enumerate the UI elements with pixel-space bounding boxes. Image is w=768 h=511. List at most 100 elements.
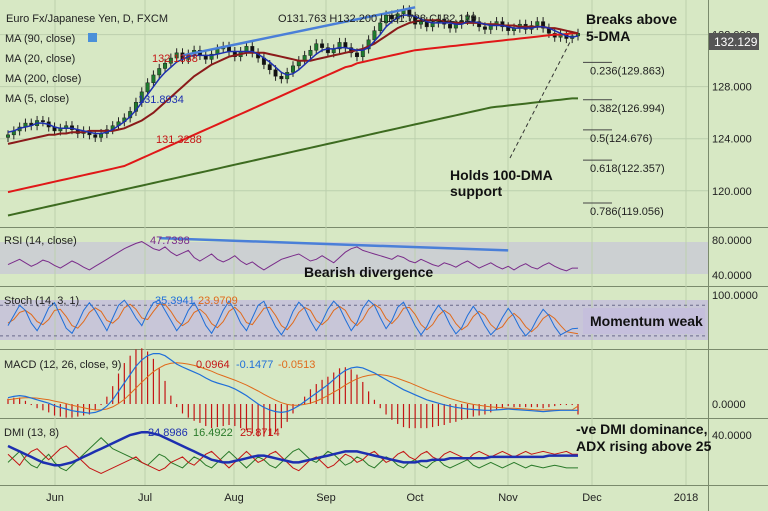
momentum-weak-box: [583, 308, 705, 334]
fib-level-label: 0.618(122.357): [590, 163, 665, 175]
stoch-d-line: [7, 303, 579, 335]
di-plus-line: [7, 437, 578, 472]
candle-body: [384, 14, 389, 24]
candle-body: [389, 14, 394, 20]
annotation-momentum: Momentum weak: [590, 313, 703, 329]
candle-body: [308, 49, 313, 56]
last-price-tag: [709, 33, 759, 50]
candle-body: [145, 82, 150, 93]
month-tick-label: Jul: [138, 492, 152, 504]
rsi-value: 47.7398: [150, 235, 190, 247]
annotation-dmi-1: -ve DMI dominance,: [576, 421, 707, 437]
legend-ma90: MA (90, close): [5, 33, 75, 45]
stoch-k-value: 35.3941: [155, 295, 195, 307]
legend-ma20: MA (20, close): [5, 53, 75, 65]
candle-body: [151, 74, 156, 84]
macd-signal-value: -0.0513: [278, 359, 315, 371]
month-tick-label: Jun: [46, 492, 64, 504]
annotation-breaks-1: Breaks above: [586, 11, 677, 27]
dmi-legend: DMI (13, 8): [4, 427, 59, 439]
macd-legend: MACD (12, 26, close, 9): [4, 359, 121, 371]
candle-body: [418, 21, 423, 25]
candle-body: [168, 57, 173, 64]
rsi-trendline: [159, 236, 509, 252]
moving-averages: [7, 14, 579, 217]
legend-ma200: MA (200, close): [5, 73, 81, 85]
stoch-k-line: [7, 299, 579, 337]
candle-body: [378, 22, 383, 31]
fib-level-label: 0.5(124.676): [590, 133, 652, 145]
dmi-minus-value: 25.8714: [240, 427, 280, 439]
macd-line: [7, 353, 578, 414]
month-tick-label: Nov: [498, 492, 518, 504]
fib-level-label: 0.236(129.863): [590, 65, 665, 77]
candle-body: [320, 43, 325, 48]
month-tick-label: Aug: [224, 492, 244, 504]
grid-lines: [0, 0, 708, 485]
dmi-plus-value: 16.4922: [193, 427, 233, 439]
price-tick-label: 120.000: [712, 186, 752, 198]
settings-icon[interactable]: [88, 33, 97, 42]
candle-body: [366, 39, 371, 50]
candle-body: [6, 134, 10, 138]
price-trendline: [182, 6, 416, 57]
ma100-line: [7, 32, 578, 194]
ohlc-readout: O131.763 H132.200 L131.728 C132.129: [278, 13, 477, 25]
candle-body: [291, 65, 295, 73]
annotation-bearish: Bearish divergence: [304, 264, 433, 280]
candle-body: [337, 42, 342, 50]
month-tick-label: 2018: [674, 492, 698, 504]
fibonacci-levels: 0.236(129.863) 0.382(126.994) 0.5(124.676)…: [583, 61, 665, 218]
annotation-arrow: [509, 41, 571, 159]
fib-level-label: 0.382(126.994): [590, 103, 665, 115]
legend-ma5: MA (5, close): [5, 93, 69, 105]
candle-body: [174, 52, 179, 59]
candle-body: [448, 23, 453, 29]
month-tick-label: Sep: [316, 492, 336, 504]
candle-body: [314, 43, 319, 51]
trend-lines: [159, 6, 509, 252]
candle-body: [40, 120, 45, 123]
price-tick-label: 128.000: [712, 82, 752, 94]
candle-body: [93, 134, 98, 138]
rsi-tick-label: 80.0000: [712, 235, 752, 247]
candle-body: [273, 69, 278, 77]
ma200-line: [7, 97, 578, 217]
candle-body: [482, 26, 487, 30]
rsi-legend: RSI (14, close): [4, 235, 77, 247]
legend-ma20-value: 132.1338: [152, 53, 198, 65]
indicator-lines: [0, 241, 708, 474]
annotation-dmi-2: ADX rising above 25: [576, 438, 712, 454]
candle-body: [465, 16, 470, 21]
candle-body: [541, 21, 546, 29]
price-panel-bg: [0, 0, 708, 227]
candlesticks: [6, 5, 580, 142]
candle-body: [279, 76, 284, 80]
annotation-holds-2: support: [450, 183, 502, 199]
ma-value-red: 131.3288: [156, 134, 202, 146]
dmi-adx-value: 24.8986: [148, 427, 188, 439]
macd-hist-value: 0.0964: [196, 359, 230, 371]
month-tick-label: Oct: [406, 492, 423, 504]
adx-line: [7, 430, 578, 467]
candle-body: [267, 64, 272, 71]
stoch-tick-label: 100.0000: [712, 290, 758, 302]
fib-level-label: 0.786(119.056): [590, 206, 664, 218]
candle-body: [209, 53, 214, 60]
stoch-d-value: 23.9709: [198, 295, 238, 307]
stoch-legend: Stoch (14, 3, 1): [4, 295, 79, 307]
annotation-holds-1: Holds 100-DMA: [450, 167, 553, 183]
candle-body: [157, 68, 162, 76]
candle-body: [355, 52, 359, 57]
rsi-line: [7, 241, 578, 272]
candle-body: [535, 21, 540, 26]
dmi-tick-label: 40.0000: [712, 430, 752, 442]
month-tick-label: Dec: [582, 492, 602, 504]
last-price-tag-text: 132.129: [714, 35, 758, 49]
rsi-tick-label: 40.0000: [712, 270, 752, 282]
candle-body: [325, 47, 330, 54]
annotation-breaks-2: 5-DMA: [586, 28, 630, 44]
chart-title: Euro Fx/Japanese Yen, D, FXCM: [6, 13, 168, 25]
